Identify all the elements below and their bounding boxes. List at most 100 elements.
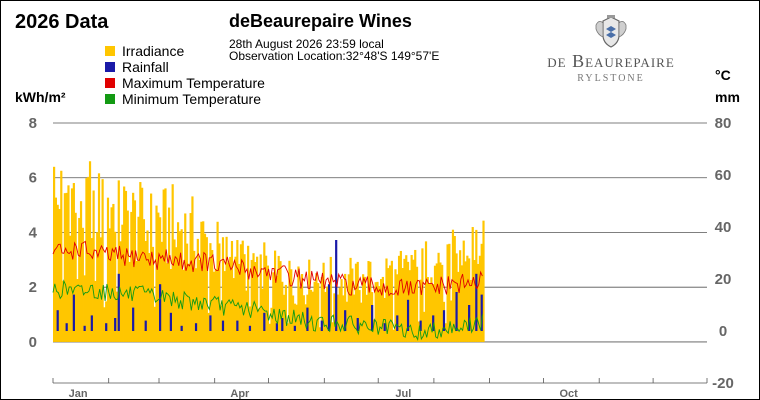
irradiance-bar — [114, 231, 117, 342]
irradiance-bar — [281, 281, 284, 342]
irradiance-bar — [207, 312, 210, 342]
irradiance-bar — [126, 210, 129, 342]
irradiance-bar — [385, 258, 388, 342]
legend-swatch-irradiance — [105, 46, 115, 56]
legend-label-min-temp: Minimum Temperature — [122, 91, 262, 107]
irradiance-bar — [211, 250, 214, 342]
rainfall-bar — [132, 307, 135, 331]
irradiance-bar — [198, 259, 201, 342]
irradiance-bar — [85, 178, 88, 342]
irradiance-bar — [480, 243, 483, 342]
tick-labels: 0 2 4 6 8 -20 0 20 40 60 80 Jan Apr Jul Oct — [29, 115, 734, 399]
rainfall-bars — [56, 240, 483, 331]
irradiance-bar — [153, 306, 156, 342]
irradiance-bar — [300, 274, 304, 342]
irradiance-bar — [257, 308, 261, 342]
irradiance-bar — [166, 263, 169, 342]
rainfall-bar — [221, 320, 225, 331]
irradiance-bar — [139, 182, 142, 342]
irradiance-bar — [74, 212, 77, 342]
irradiance-bar — [225, 236, 228, 342]
irradiance-bar — [220, 305, 223, 342]
irradiance-bar — [87, 176, 90, 342]
irradiance-bar — [239, 244, 243, 342]
irradiance-bar — [148, 253, 151, 342]
irradiance-bar — [265, 255, 268, 342]
irradiance-bar — [426, 277, 429, 342]
irradiance-bar — [451, 229, 455, 342]
irradiance-bar — [200, 221, 203, 342]
irradiance-bar — [212, 271, 216, 342]
rainfall-bar — [169, 312, 172, 331]
irradiance-bar — [227, 262, 230, 342]
right-tick-label: 40 — [715, 219, 732, 236]
irradiance-bar — [397, 255, 401, 342]
irradiance-bar — [123, 186, 126, 342]
irradiance-bar — [396, 274, 399, 342]
irradiance-bar — [146, 230, 149, 342]
irradiance-bar — [347, 274, 350, 342]
irradiance-bar — [56, 204, 59, 342]
irradiance-bar — [205, 237, 208, 342]
observation-location: Observation Location:32°48'S 149°57'E — [229, 49, 440, 63]
irradiance-bar — [279, 261, 282, 342]
irradiance-bar — [88, 161, 92, 342]
irradiance-bar — [247, 245, 250, 342]
max-temp-series — [52, 240, 483, 297]
irradiance-bar — [482, 220, 485, 342]
rainfall-bar — [159, 284, 162, 331]
irradiance-bar — [293, 303, 296, 342]
irradiance-bar — [286, 323, 289, 342]
irradiance-bar — [142, 219, 146, 342]
irradiance-bar — [266, 265, 269, 342]
irradiance-bar — [83, 275, 86, 342]
irradiance-bar — [387, 268, 390, 342]
x-tick-label: Jan — [69, 388, 88, 399]
irradiance-bar — [128, 261, 131, 342]
irradiance-bar — [423, 311, 426, 342]
rainfall-bar — [248, 325, 252, 331]
right-tick-label: 60 — [715, 167, 732, 184]
left-tick-label: 4 — [29, 224, 38, 241]
observation-date: 28th August 2026 23:59 local — [229, 37, 384, 51]
irradiance-bar — [315, 273, 318, 342]
irradiance-bar — [229, 256, 232, 342]
station-title: deBeaurepaire Wines — [229, 11, 412, 31]
irradiance-bar — [96, 232, 99, 342]
irradiance-bar — [468, 258, 471, 342]
irradiance-bar — [282, 294, 286, 342]
irradiance-bar — [175, 247, 178, 342]
irradiance-bar — [92, 190, 95, 342]
irradiance-bar — [365, 294, 368, 342]
irradiance-bar — [340, 279, 343, 342]
irradiance-bar — [477, 263, 480, 342]
right-tick-label: 80 — [715, 115, 732, 132]
irradiance-bar — [453, 236, 456, 342]
irradiance-bar — [185, 243, 189, 342]
irradiance-bar — [354, 263, 358, 342]
rainfall-bar — [275, 323, 278, 331]
irradiance-bars — [53, 161, 485, 342]
irradiance-bar — [394, 269, 397, 342]
irradiance-bar — [94, 280, 97, 342]
irradiance-bar — [372, 319, 376, 342]
irradiance-bar — [108, 228, 111, 342]
irradiance-bar — [243, 254, 246, 342]
irradiance-bar — [457, 271, 460, 342]
irradiance-bar — [405, 255, 408, 342]
irradiance-bar — [256, 256, 259, 342]
irradiance-bar — [194, 268, 198, 342]
irradiance-bar — [295, 304, 298, 342]
rainfall-bar — [356, 318, 359, 331]
irradiance-bar — [169, 269, 172, 342]
irradiance-bar — [133, 200, 137, 342]
irradiance-bar — [376, 281, 379, 342]
irradiance-bar — [459, 250, 462, 342]
irradiance-bar — [403, 258, 406, 342]
irradiance-bar — [180, 229, 183, 342]
irradiance-bar — [141, 187, 144, 342]
irradiance-bar — [338, 287, 341, 342]
irradiance-bar — [203, 233, 207, 342]
irradiance-bar — [358, 290, 361, 342]
